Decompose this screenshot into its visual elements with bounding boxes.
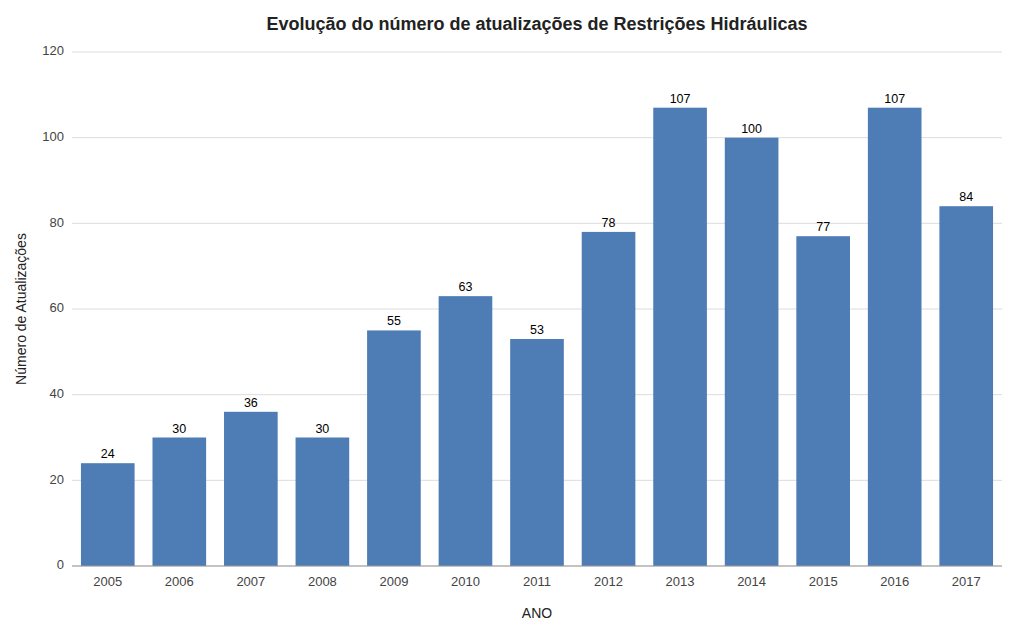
y-tick-label: 100 xyxy=(42,129,64,144)
bar xyxy=(653,108,707,566)
grid-line xyxy=(72,137,1002,138)
x-tick-label: 2010 xyxy=(451,574,480,589)
y-tick-label: 40 xyxy=(50,386,64,401)
y-axis-label: Número de Atualizações xyxy=(13,233,29,385)
bars xyxy=(81,108,993,566)
x-tick-label: 2006 xyxy=(165,574,194,589)
bar xyxy=(796,236,850,566)
x-axis-line xyxy=(72,566,1002,567)
bar xyxy=(296,438,350,567)
x-tick-label: 2007 xyxy=(236,574,265,589)
data-label: 36 xyxy=(244,396,258,410)
grid xyxy=(72,52,1002,566)
bar xyxy=(367,330,421,566)
x-tick-label: 2011 xyxy=(523,574,551,589)
x-tick-label: 2008 xyxy=(308,574,337,589)
bar xyxy=(939,206,993,566)
x-tick-label: 2014 xyxy=(737,574,766,589)
bar xyxy=(725,138,779,566)
data-label: 55 xyxy=(387,314,401,328)
x-tick-label: 2016 xyxy=(880,574,909,589)
bar xyxy=(868,108,922,566)
data-label: 53 xyxy=(530,323,544,337)
bar xyxy=(439,296,493,566)
bar xyxy=(582,232,636,566)
y-tick-label: 0 xyxy=(57,557,64,572)
data-label: 24 xyxy=(101,447,115,461)
x-tick-label: 2012 xyxy=(594,574,623,589)
data-label: 100 xyxy=(741,122,762,136)
grid-line xyxy=(72,223,1002,224)
y-tick-label: 120 xyxy=(42,43,64,58)
data-label: 107 xyxy=(670,92,691,106)
x-tick-label: 2005 xyxy=(93,574,122,589)
bar xyxy=(81,463,135,566)
data-label: 78 xyxy=(602,216,616,230)
data-label: 84 xyxy=(959,190,973,204)
data-label: 77 xyxy=(816,220,830,234)
chart-container: 0 20 40 60 80 100 120 24 30 36 30 55 63 53 78 107 100 77 1… xyxy=(0,0,1024,638)
grid-line xyxy=(72,566,1002,567)
bar xyxy=(510,339,564,566)
data-label: 63 xyxy=(459,280,473,294)
data-label: 30 xyxy=(172,422,186,436)
title: Evolução do número de atualizações de Re… xyxy=(266,14,807,34)
grid-line xyxy=(72,52,1002,53)
x-tick-label: 2013 xyxy=(666,574,695,589)
x-axis-label: ANO xyxy=(522,605,552,621)
y-tick-label: 80 xyxy=(50,215,64,230)
x-tick-label: 2015 xyxy=(809,574,838,589)
y-tick-label: 20 xyxy=(50,472,64,487)
x-tick-label: 2009 xyxy=(379,574,408,589)
grid-line xyxy=(72,309,1002,310)
chart: 0 20 40 60 80 100 120 24 30 36 30 55 63 53 78 107 100 77 1… xyxy=(0,0,1024,638)
data-label: 30 xyxy=(315,422,329,436)
bar xyxy=(224,412,278,566)
data-label: 107 xyxy=(884,92,905,106)
x-tick-label: 2017 xyxy=(952,574,981,589)
bar xyxy=(152,438,206,567)
y-tick-label: 60 xyxy=(50,300,64,315)
